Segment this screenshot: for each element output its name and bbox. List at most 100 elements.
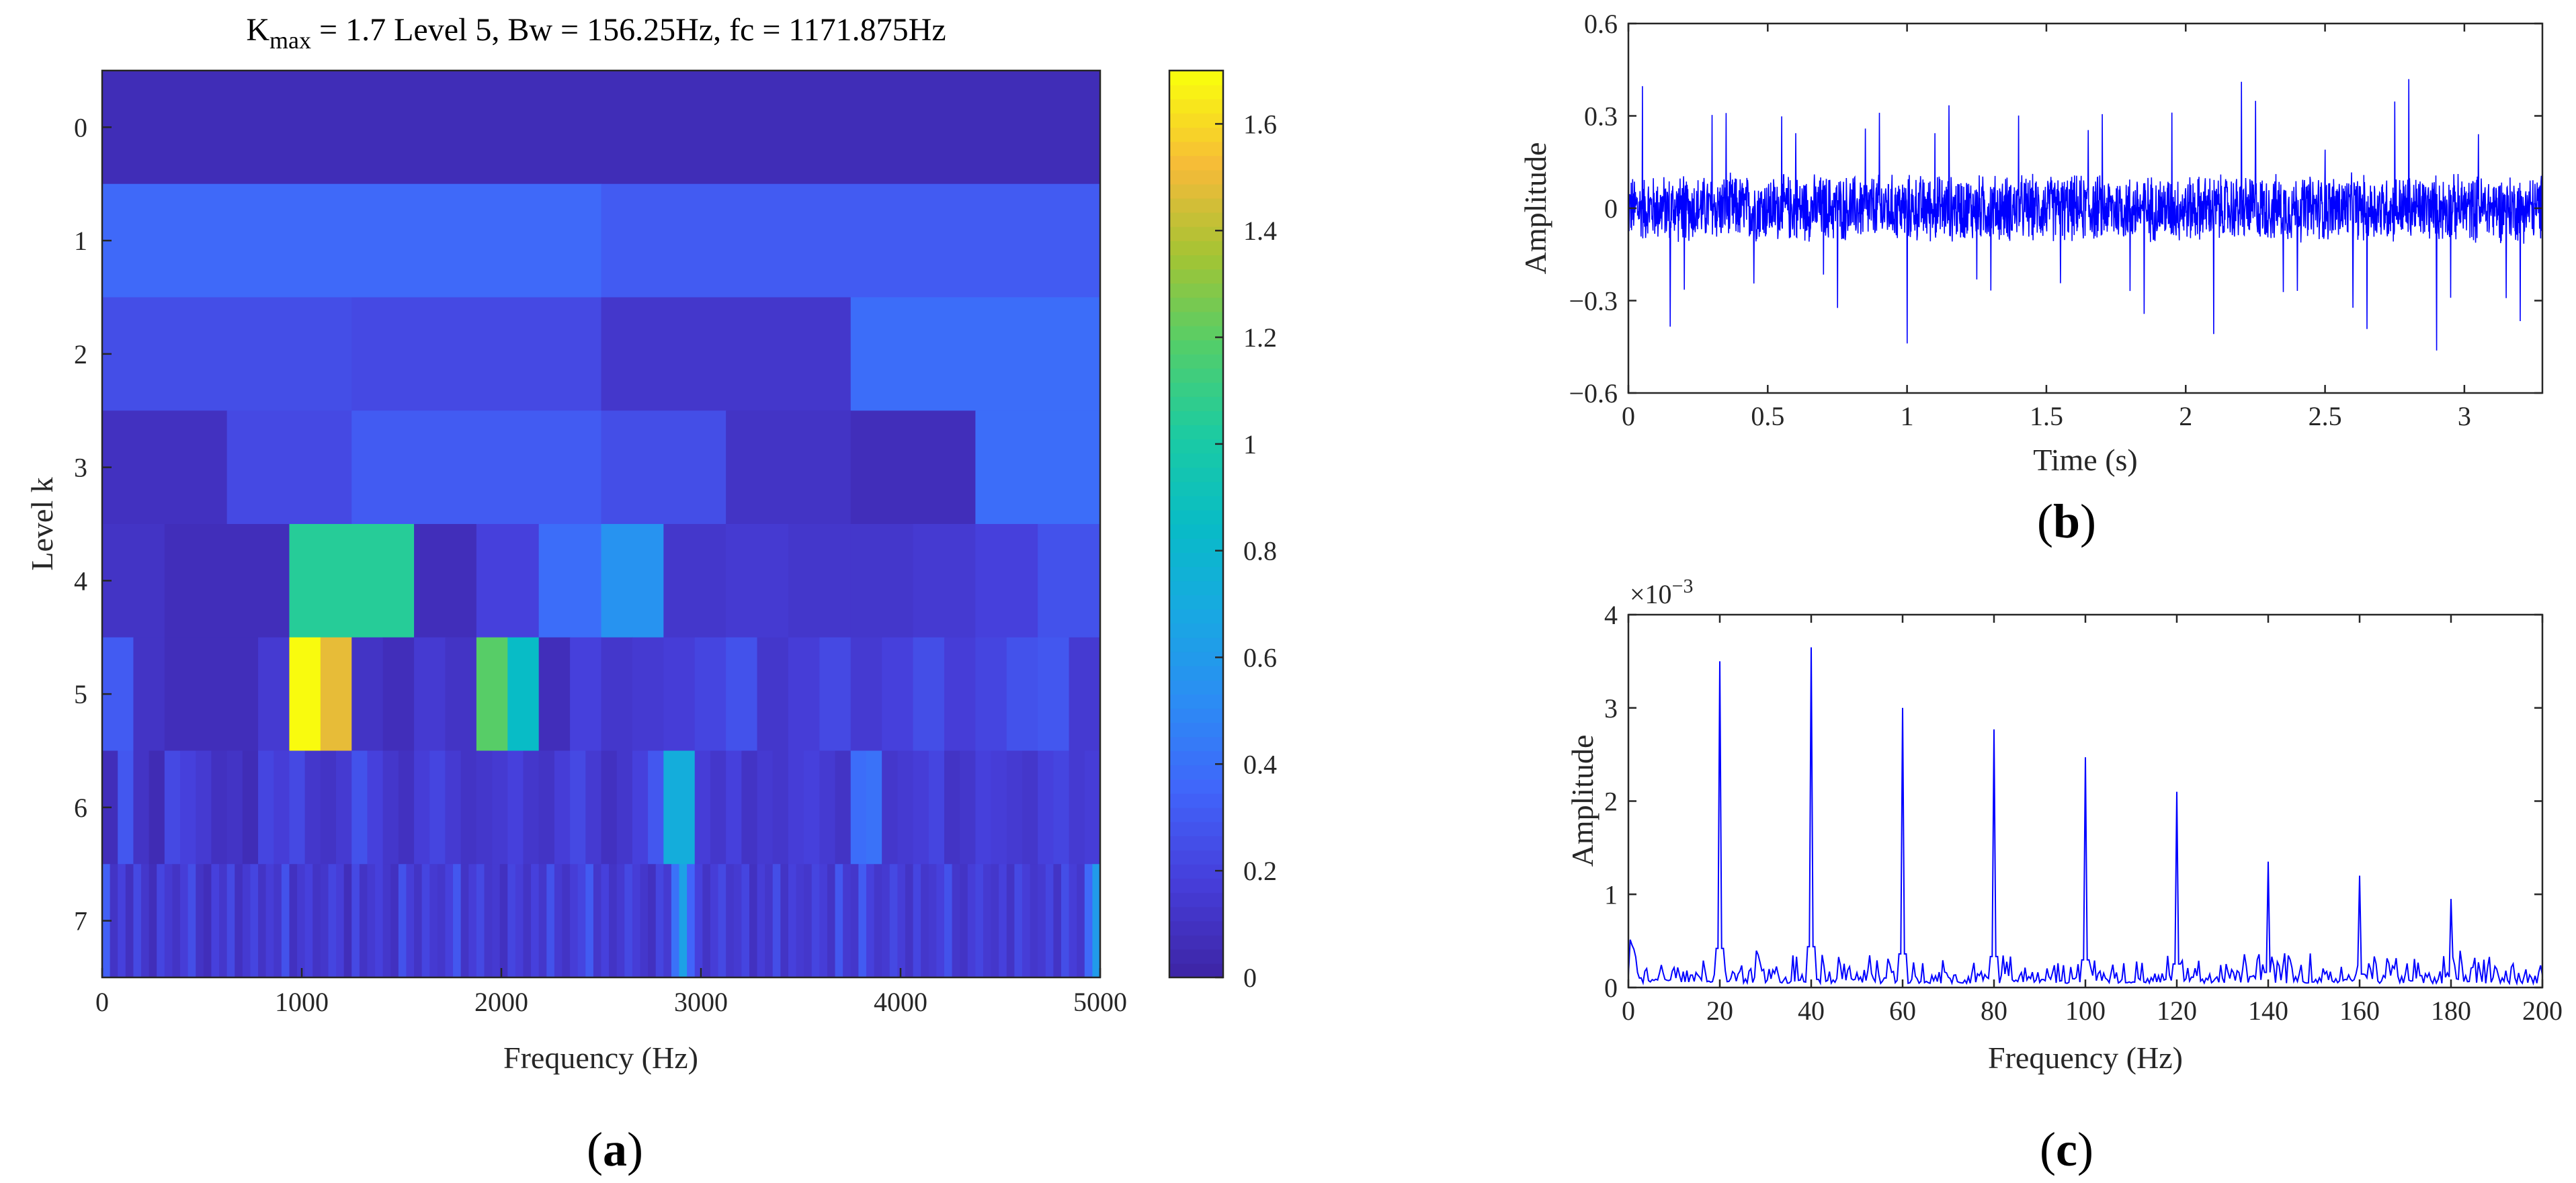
kurtogram-cell — [226, 410, 352, 525]
x-tick-label: 2 — [2179, 401, 2192, 431]
kurtogram-cell — [694, 637, 726, 752]
x-tick-label: 3000 — [674, 987, 728, 1017]
kurtogram-cell — [320, 637, 352, 752]
kurtogram-cell — [944, 750, 960, 865]
kurtogram-cell — [367, 750, 384, 865]
kurtogram-cell — [913, 524, 976, 638]
colorbar-step — [1169, 325, 1223, 341]
kurtogram-cell — [835, 750, 851, 865]
kurtogram-cell — [445, 637, 477, 752]
colorbar-step — [1169, 651, 1223, 666]
kurtogram-cell — [211, 864, 220, 978]
colorbar-step — [1169, 169, 1223, 185]
kurtogram-cell — [460, 864, 469, 978]
kurtogram-cell — [632, 637, 664, 752]
kurtogram-cell — [1038, 750, 1054, 865]
colorbar-step — [1169, 113, 1223, 128]
colorbar-step — [1169, 708, 1223, 724]
kurtogram-cell — [1022, 864, 1031, 978]
kurtogram-cell — [258, 864, 267, 978]
kurtogram-cell — [468, 864, 477, 978]
kurtogram-panel: Kmax = 1.7 Level 5, Bw = 156.25Hz, fc = … — [25, 12, 1277, 1176]
kurtogram-cell — [726, 524, 789, 638]
kurtogram-cell — [843, 864, 851, 978]
time-signal-x-label: Time (s) — [2033, 443, 2138, 477]
kurtogram-cell — [741, 750, 758, 865]
colorbar-step — [1169, 85, 1223, 99]
kurtogram-cell — [882, 750, 898, 865]
kurtogram-cell — [219, 864, 228, 978]
kurtogram-cell — [1061, 864, 1070, 978]
kurtogram-cell — [1084, 864, 1093, 978]
kurtogram-cell — [258, 750, 274, 865]
kurtogram-cell — [601, 864, 610, 978]
kurtogram-cell — [663, 750, 680, 865]
kurtogram-cell — [320, 864, 329, 978]
x-tick-label: 0 — [95, 987, 109, 1017]
y-tick-label: 4 — [1604, 600, 1618, 630]
kurtogram-cell — [866, 864, 875, 978]
colorbar-step — [1169, 99, 1223, 114]
y-tick-label: 1 — [74, 226, 87, 256]
kurtogram-cell — [336, 750, 352, 865]
kurtogram-cell — [125, 864, 134, 978]
y-tick-label: −0.6 — [1569, 378, 1618, 408]
kurtogram-cell — [118, 750, 134, 865]
kurtogram-cell — [390, 864, 399, 978]
kurtogram-cell — [476, 637, 508, 752]
colorbar-tick-label: 0 — [1243, 963, 1257, 993]
colorbar-step — [1169, 226, 1223, 241]
kurtogram-cell — [991, 750, 1007, 865]
colorbar-step — [1169, 240, 1223, 256]
kurtogram-cell — [554, 864, 563, 978]
kurtogram-cell — [913, 637, 945, 752]
kurtogram-cell — [796, 864, 804, 978]
colorbar-step — [1169, 367, 1223, 383]
colorbar-tick-label: 0.8 — [1243, 536, 1277, 566]
kurtogram-cell — [694, 864, 703, 978]
kurtogram-cell — [928, 750, 945, 865]
y-tick-label: 3 — [1604, 693, 1618, 724]
kurtogram-cell — [640, 864, 649, 978]
colorbar-step — [1169, 453, 1223, 468]
y-tick-label: 0.3 — [1584, 101, 1618, 132]
kurtogram-cell — [476, 410, 602, 525]
kurtogram-cell — [460, 750, 477, 865]
kurtogram-cell — [180, 750, 196, 865]
colorbar-step — [1169, 807, 1223, 822]
kurtogram-cell — [133, 864, 142, 978]
x-tick-label: 5000 — [1073, 987, 1127, 1017]
kurtogram-cell — [453, 864, 462, 978]
colorbar-step — [1169, 609, 1223, 624]
kurtogram-cell — [141, 864, 150, 978]
x-tick-label: 0 — [1622, 401, 1635, 431]
kurtogram-cell — [507, 750, 524, 865]
kurtogram-x-ticks: 0 1000 2000 3000 4000 5000 — [95, 968, 1127, 1017]
kurtogram-cell — [429, 750, 446, 865]
kurtogram-cell — [351, 750, 368, 865]
kurtogram-cell — [242, 750, 259, 865]
kurtogram-cell — [1069, 864, 1077, 978]
kurtogram-cell — [304, 750, 321, 865]
kurtogram-cell — [226, 524, 290, 638]
kurtogram-cell — [274, 864, 282, 978]
kurtogram-cell — [102, 297, 352, 411]
kurtogram-cell — [1045, 864, 1054, 978]
colorbar-step — [1169, 524, 1223, 539]
kurtogram-cell — [476, 750, 493, 865]
kurtogram-cell — [726, 750, 742, 865]
kurtogram-cell — [1092, 864, 1101, 978]
kurtogram-cell — [226, 637, 259, 752]
kurtogram-cell — [570, 750, 586, 865]
kurtogram-cell — [437, 864, 446, 978]
title-rest: = 1.7 Level 5, Bw = 156.25Hz, fc = 1171.… — [311, 12, 946, 48]
kurtogram-cell — [375, 864, 384, 978]
kurtogram-cell — [445, 750, 462, 865]
kurtogram-cell — [975, 750, 992, 865]
kurtogram-cell — [679, 864, 688, 978]
kurtogram-cell — [226, 864, 235, 978]
kurtogram-cell — [952, 864, 960, 978]
kurtogram-cell — [975, 864, 984, 978]
kurtogram-cell — [648, 750, 664, 865]
x-tick-label: 40 — [1798, 996, 1825, 1026]
